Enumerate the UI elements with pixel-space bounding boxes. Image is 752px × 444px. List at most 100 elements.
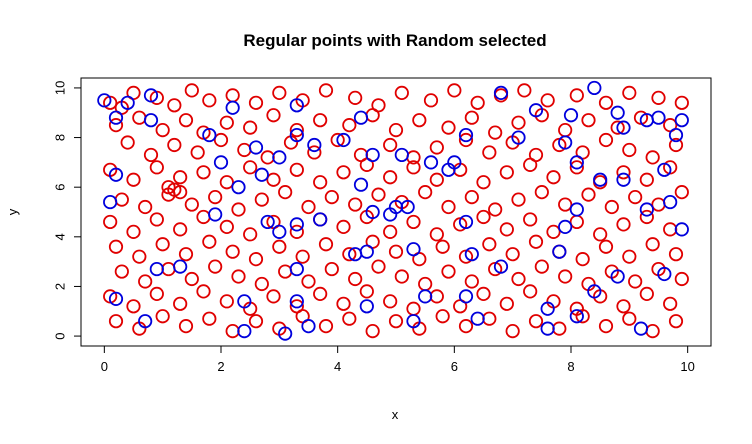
y-tick-label: 4 [52, 233, 67, 240]
regular-point [161, 261, 176, 277]
regular-point [674, 185, 689, 200]
selected-point [406, 242, 421, 257]
regular-point [581, 187, 596, 202]
regular-point [342, 118, 357, 133]
regular-point [348, 197, 363, 212]
regular-point [569, 214, 584, 230]
regular-point [488, 202, 503, 217]
regular-point [616, 217, 631, 232]
regular-point [528, 234, 544, 249]
selected-point [563, 108, 579, 123]
x-tick-label: 8 [567, 359, 574, 374]
regular-point [108, 239, 124, 254]
selected-point [633, 321, 649, 336]
regular-point [534, 259, 549, 274]
regular-point [336, 165, 351, 180]
y-tick-label: 6 [52, 184, 67, 191]
regular-point [622, 249, 637, 264]
selected-point [254, 167, 269, 182]
regular-point [254, 276, 269, 292]
regular-point [441, 120, 456, 135]
regular-point [324, 190, 339, 205]
selected-point [289, 98, 304, 113]
regular-point [668, 247, 684, 262]
regular-point [231, 202, 246, 217]
regular-point [225, 244, 240, 259]
regular-point [429, 172, 444, 187]
regular-point [208, 190, 223, 205]
regular-point [184, 271, 199, 287]
regular-point [435, 239, 450, 254]
selected-point [313, 212, 328, 227]
selected-point [272, 150, 287, 165]
regular-point [511, 192, 526, 207]
regular-point [336, 219, 351, 234]
regular-point [622, 311, 637, 326]
regular-point [441, 264, 456, 279]
regular-point [622, 142, 637, 158]
selected-point [225, 100, 240, 115]
regular-point [138, 274, 153, 289]
regular-point [196, 165, 211, 180]
x-tick-label: 2 [217, 359, 224, 374]
regular-point [394, 85, 409, 100]
selected-point [587, 80, 602, 96]
regular-point [558, 197, 573, 212]
regular-point [318, 237, 334, 252]
selected-point [394, 147, 409, 163]
regular-point [266, 289, 281, 304]
regular-point [447, 83, 462, 98]
regular-point [488, 125, 503, 140]
selected-point [668, 127, 684, 143]
selected-point [423, 155, 439, 170]
regular-point [523, 284, 538, 299]
regular-point [336, 296, 351, 311]
selected-point [493, 85, 509, 100]
regular-point [173, 222, 188, 237]
regular-point [266, 108, 281, 123]
regular-point [108, 314, 124, 329]
regular-point [371, 259, 386, 274]
regular-point [418, 185, 433, 200]
selected-point [237, 324, 252, 339]
regular-point [313, 175, 328, 190]
selected-point [289, 294, 304, 309]
regular-point [289, 123, 304, 138]
regular-point [482, 237, 497, 252]
regular-point [581, 113, 596, 128]
selected-point [657, 266, 672, 282]
selected-point [260, 214, 275, 230]
regular-point [505, 324, 520, 339]
regular-point [161, 187, 176, 202]
regular-point [412, 113, 427, 128]
selected-point [359, 299, 374, 314]
selected-point [610, 105, 625, 120]
selected-point [143, 88, 159, 103]
regular-point [616, 299, 631, 314]
selected-point [103, 194, 118, 210]
regular-point [470, 95, 485, 110]
regular-point [143, 147, 159, 163]
selected-point [353, 177, 369, 192]
regular-point [668, 137, 684, 153]
regular-point [243, 160, 258, 175]
regular-point [318, 319, 334, 334]
regular-point [243, 120, 258, 135]
regular-point [365, 108, 380, 123]
regular-point [324, 261, 339, 277]
selected-point [616, 120, 631, 135]
regular-point [482, 311, 497, 326]
selected-point [365, 147, 380, 163]
regular-point [464, 110, 479, 125]
regular-point [237, 142, 252, 158]
regular-point [394, 269, 409, 284]
selected-point [558, 135, 573, 150]
regular-point [604, 199, 619, 215]
selected-point [406, 314, 421, 329]
regular-point [155, 237, 170, 252]
selected-point [639, 202, 654, 217]
regular-point [505, 247, 520, 262]
selected-point [120, 95, 135, 110]
selected-point [336, 132, 351, 148]
regular-point [225, 324, 240, 339]
